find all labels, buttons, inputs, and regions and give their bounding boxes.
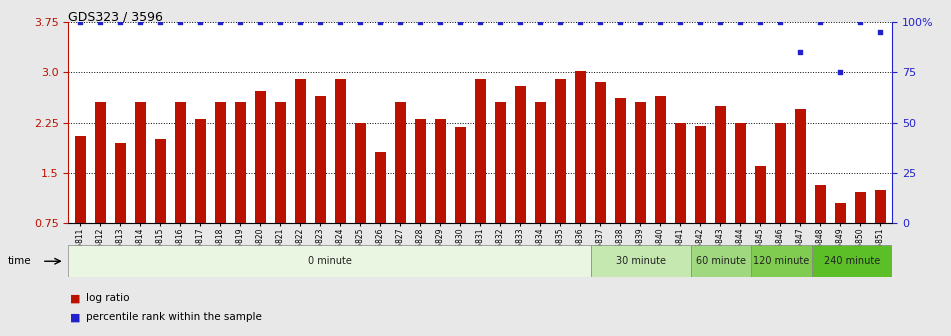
Point <box>612 19 628 25</box>
Point <box>712 19 728 25</box>
Point <box>752 19 767 25</box>
Bar <box>855 192 865 223</box>
Point <box>573 19 588 25</box>
Text: 0 minute: 0 minute <box>308 256 352 266</box>
Point <box>293 19 308 25</box>
Bar <box>751 245 812 277</box>
Point <box>413 19 428 25</box>
Bar <box>714 106 726 223</box>
Bar <box>534 102 546 223</box>
Point <box>73 19 88 25</box>
Point <box>672 19 688 25</box>
Bar <box>654 96 666 223</box>
Bar <box>295 79 306 223</box>
Bar <box>674 123 686 223</box>
Bar <box>835 203 845 223</box>
Point <box>153 19 168 25</box>
Bar <box>514 86 526 223</box>
Text: ■: ■ <box>70 293 81 303</box>
Point <box>373 19 388 25</box>
Bar <box>235 102 246 223</box>
Bar <box>694 126 706 223</box>
Bar <box>554 79 566 223</box>
Text: percentile rank within the sample: percentile rank within the sample <box>86 312 262 322</box>
Bar <box>614 98 626 223</box>
Bar <box>875 190 885 223</box>
Point <box>93 19 108 25</box>
Text: ■: ■ <box>70 312 81 322</box>
Bar <box>335 79 346 223</box>
Bar <box>812 245 892 277</box>
Point <box>233 19 248 25</box>
Bar <box>115 143 126 223</box>
Point <box>313 19 328 25</box>
Bar <box>574 71 586 223</box>
Text: 240 minute: 240 minute <box>824 256 880 266</box>
Bar <box>215 102 226 223</box>
Bar <box>634 102 646 223</box>
Point <box>213 19 228 25</box>
Bar <box>195 119 206 223</box>
Bar <box>435 119 446 223</box>
Bar <box>691 245 751 277</box>
Text: 120 minute: 120 minute <box>753 256 809 266</box>
Bar <box>155 139 165 223</box>
Text: GDS323 / 3596: GDS323 / 3596 <box>68 10 164 23</box>
Point <box>273 19 288 25</box>
Bar <box>594 82 606 223</box>
Point <box>533 19 548 25</box>
Point <box>513 19 528 25</box>
Point <box>632 19 648 25</box>
Point <box>832 70 847 75</box>
Point <box>812 19 827 25</box>
Bar <box>775 123 786 223</box>
Text: time: time <box>8 256 31 266</box>
Bar <box>375 152 386 223</box>
Point <box>113 19 128 25</box>
Point <box>852 19 867 25</box>
Bar <box>591 245 691 277</box>
Bar <box>495 102 506 223</box>
Point <box>393 19 408 25</box>
Point <box>353 19 368 25</box>
Text: 30 minute: 30 minute <box>616 256 666 266</box>
Point <box>872 29 887 35</box>
Point <box>592 19 608 25</box>
Bar <box>475 79 486 223</box>
Bar <box>315 96 326 223</box>
Point <box>792 49 807 55</box>
Point <box>772 19 787 25</box>
Bar <box>275 102 286 223</box>
Text: log ratio: log ratio <box>86 293 129 303</box>
Bar <box>754 166 766 223</box>
Point <box>173 19 188 25</box>
Bar <box>455 127 466 223</box>
Point <box>652 19 668 25</box>
Bar <box>75 136 86 223</box>
Bar <box>255 91 266 223</box>
Point <box>553 19 568 25</box>
Point <box>453 19 468 25</box>
Point <box>732 19 747 25</box>
Point <box>333 19 348 25</box>
Point <box>253 19 268 25</box>
Point <box>133 19 148 25</box>
Point <box>692 19 708 25</box>
Bar <box>355 123 366 223</box>
Bar <box>815 185 825 223</box>
Bar <box>734 123 746 223</box>
Point <box>193 19 208 25</box>
Bar <box>95 102 106 223</box>
Point <box>493 19 508 25</box>
Text: 60 minute: 60 minute <box>696 256 747 266</box>
Point <box>473 19 488 25</box>
Bar <box>135 102 146 223</box>
Bar <box>68 245 591 277</box>
Point <box>433 19 448 25</box>
Bar <box>795 109 805 223</box>
Bar <box>175 102 185 223</box>
Bar <box>395 102 406 223</box>
Bar <box>415 119 426 223</box>
